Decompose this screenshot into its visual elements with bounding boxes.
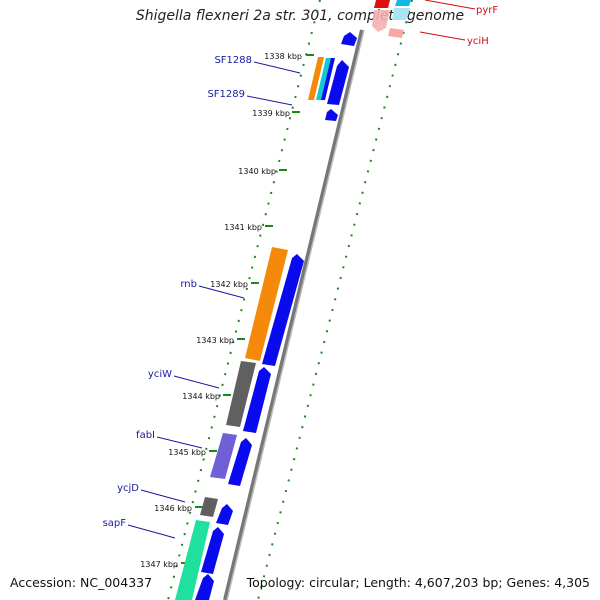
- gene-label-SF1289: SF1289: [207, 89, 245, 100]
- gene-label-sapF: sapF: [103, 518, 127, 529]
- tick-labels: 1338 kbp 1339 kbp 1340 kbp 1341 kbp 1342…: [140, 52, 302, 569]
- colored-genes: [175, 57, 335, 600]
- gene-sapF-green: [175, 520, 210, 600]
- gene-labels: SF1288 SF1289 rnb yciW fabI ycjD sapF: [103, 55, 252, 529]
- blue-genes: [195, 32, 357, 600]
- gene-ycjD: [200, 497, 218, 517]
- genome-summary-text: Topology: circular; Length: 4,607,203 bp…: [246, 575, 590, 590]
- tick-label-1339: 1339 kbp: [252, 109, 290, 118]
- gene-label-fabI: fabI: [136, 430, 155, 441]
- tick-label-1338: 1338 kbp: [264, 52, 302, 61]
- gene-cyan-feature: [395, 0, 411, 6]
- gene-label-pyrF: pyrF: [476, 5, 498, 16]
- tick-marks: [181, 54, 314, 564]
- gene-SF1288-orange: [308, 57, 324, 100]
- accession-text: Accession: NC_004337: [10, 575, 153, 590]
- tick-label-1341: 1341 kbp: [224, 223, 262, 232]
- gene-lightblue-feature: [392, 8, 410, 20]
- tick-label-1342: 1342 kbp: [210, 280, 248, 289]
- top-right-genes: [372, 0, 476, 41]
- left-dotted-track: [167, 0, 321, 600]
- gene-red-feature: [374, 0, 390, 8]
- label-leaders: [127, 61, 301, 539]
- gene-fabI: [210, 433, 237, 479]
- tick-label-1343: 1343 kbp: [196, 336, 234, 345]
- gene-blue-9: [195, 574, 214, 600]
- gene-rnb: [245, 247, 288, 361]
- tick-label-1345: 1345 kbp: [168, 448, 206, 457]
- gene-blue-5: [243, 367, 271, 433]
- gene-blue-1: [341, 32, 357, 46]
- backbone: [223, 29, 365, 600]
- gene-blue-6: [228, 438, 252, 486]
- right-dotted-track: [257, 0, 413, 600]
- gene-pink-feature: [372, 10, 390, 32]
- gene-label-yciH: yciH: [467, 36, 489, 47]
- gene-yciW: [226, 361, 256, 427]
- gene-blue-8: [201, 527, 224, 574]
- tick-label-1346: 1346 kbp: [154, 504, 192, 513]
- gene-label-ycjD: ycjD: [117, 483, 139, 494]
- tick-label-1340: 1340 kbp: [238, 167, 276, 176]
- tick-label-1347: 1347 kbp: [140, 560, 178, 569]
- gene-blue-2: [327, 60, 349, 105]
- gene-label-rnb: rnb: [180, 279, 197, 290]
- gene-blue-7: [216, 504, 233, 525]
- tick-label-1344: 1344 kbp: [182, 392, 220, 401]
- gene-blue-4: [262, 254, 304, 366]
- gene-label-SF1288: SF1288: [214, 55, 252, 66]
- gene-SF1289-blue-small: [321, 58, 335, 100]
- gene-pink2-feature: [388, 28, 404, 38]
- gene-blue-3: [325, 109, 338, 121]
- gene-label-yciW: yciW: [148, 369, 172, 380]
